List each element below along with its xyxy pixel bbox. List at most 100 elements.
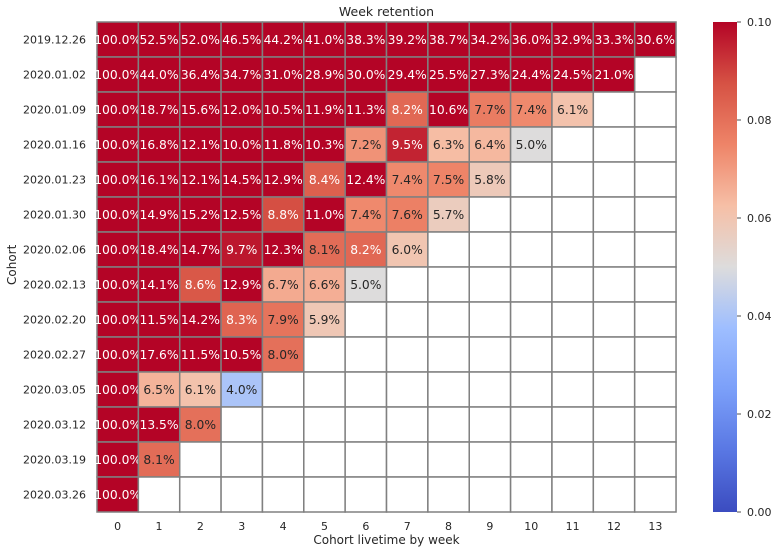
cell-value-label: 14.7% <box>181 243 220 257</box>
cell-value-label: 25.5% <box>429 68 468 82</box>
heatmap-cell <box>385 406 429 443</box>
cell-value-label: 44.2% <box>264 33 303 47</box>
heatmap-cell <box>220 21 264 58</box>
heatmap-cell <box>96 231 140 268</box>
x-tick-label: 12 <box>607 520 621 533</box>
heatmap-cell <box>427 336 470 373</box>
heatmap-cell <box>509 196 553 233</box>
heatmap-cell <box>178 231 222 268</box>
x-tick-label: 8 <box>445 520 452 533</box>
cell-value-label: 33.3% <box>594 33 633 47</box>
cell-value-label: 5.7% <box>433 208 464 222</box>
heatmap-cell <box>178 196 222 233</box>
x-tick-label: 9 <box>486 520 493 533</box>
heatmap-cell <box>551 161 595 198</box>
cell-value-label: 100.0% <box>94 278 141 292</box>
heatmap-cell <box>509 231 553 268</box>
heatmap-cell <box>427 476 470 513</box>
heatmap-cell <box>137 476 181 513</box>
heatmap-cell <box>551 196 595 233</box>
heatmap-cell <box>551 301 595 338</box>
heatmap-cell <box>509 336 553 373</box>
heatmap-cell <box>509 371 553 408</box>
heatmap-cell <box>178 441 222 478</box>
heatmap-cell <box>220 441 264 478</box>
heatmap-cell <box>344 336 388 373</box>
x-tick-label: 5 <box>321 520 328 533</box>
cell-value-label: 5.8% <box>474 173 505 187</box>
heatmap-cell <box>592 476 636 513</box>
heatmap-cell <box>344 266 388 303</box>
heatmap-cell <box>592 161 636 198</box>
cell-value-label: 12.3% <box>264 243 303 257</box>
heatmap-cell <box>509 21 553 58</box>
x-tick-label: 3 <box>238 520 245 533</box>
heatmap-cell <box>633 336 677 373</box>
cell-value-label: 8.2% <box>392 103 423 117</box>
cell-value-label: 7.7% <box>474 103 505 117</box>
cell-value-label: 8.6% <box>185 278 216 292</box>
heatmap-cell <box>344 91 388 128</box>
heatmap-cell <box>551 371 595 408</box>
cell-value-label: 9.5% <box>392 138 423 152</box>
heatmap-cell <box>468 301 512 338</box>
heatmap-cell <box>344 441 388 478</box>
chart-title: Week retention <box>338 4 435 19</box>
heatmap-cell <box>261 406 305 443</box>
heatmap-cell <box>96 336 140 373</box>
heatmap-cell <box>261 476 305 513</box>
heatmap-cell <box>633 266 677 303</box>
cell-value-label: 8.2% <box>350 243 381 257</box>
heatmap-cell <box>385 91 429 128</box>
cell-value-label: 9.7% <box>226 243 257 257</box>
cell-value-label: 6.1% <box>557 103 588 117</box>
heatmap-cell <box>592 196 636 233</box>
cell-value-label: 14.5% <box>222 173 261 187</box>
heatmap-cell <box>220 406 264 443</box>
heatmap-cell <box>551 406 595 443</box>
cell-value-label: 100.0% <box>94 68 141 82</box>
cell-value-label: 100.0% <box>94 103 141 117</box>
heatmap-cell <box>385 266 429 303</box>
cell-value-label: 6.7% <box>267 278 298 292</box>
cell-value-label: 11.3% <box>346 103 385 117</box>
x-tick-label: 7 <box>404 520 411 533</box>
heatmap-cell <box>468 161 512 198</box>
x-tick-label: 4 <box>280 520 287 533</box>
cell-value-label: 11.5% <box>140 313 179 327</box>
heatmap-cell <box>592 266 636 303</box>
heatmap-cell <box>96 476 140 513</box>
heatmap-cell <box>303 266 346 303</box>
heatmap-cell <box>96 266 140 303</box>
cell-value-label: 14.1% <box>140 278 179 292</box>
heatmap-cell <box>468 476 512 513</box>
cell-value-label: 24.5% <box>553 68 592 82</box>
cell-value-label: 100.0% <box>94 313 141 327</box>
heatmap-cell <box>385 231 429 268</box>
heatmap-cell <box>633 91 677 128</box>
y-tick-label: 2020.01.09 <box>23 104 86 117</box>
heatmap-cell <box>96 126 140 163</box>
cell-value-label: 6.1% <box>185 383 216 397</box>
cell-value-label: 100.0% <box>94 138 141 152</box>
heatmap-cell <box>468 441 512 478</box>
heatmap-cell <box>427 126 470 163</box>
y-tick-label: 2020.03.19 <box>23 454 86 467</box>
x-tick-label: 10 <box>524 520 538 533</box>
heatmap-cell <box>261 56 305 93</box>
cell-value-label: 36.4% <box>181 68 220 82</box>
cell-value-label: 12.9% <box>264 173 303 187</box>
heatmap-cell <box>137 91 181 128</box>
heatmap-cell <box>385 336 429 373</box>
cell-value-label: 100.0% <box>94 488 141 502</box>
cell-value-label: 10.6% <box>429 103 468 117</box>
heatmap-cell <box>633 161 677 198</box>
heatmap-cell <box>303 476 346 513</box>
heatmap-cell <box>427 266 470 303</box>
cell-value-label: 12.5% <box>222 208 261 222</box>
cell-value-label: 11.5% <box>181 348 220 362</box>
heatmap-cell <box>592 91 636 128</box>
heatmap-cell <box>551 91 595 128</box>
colorbar-tick-label: 0.02 <box>747 408 772 421</box>
